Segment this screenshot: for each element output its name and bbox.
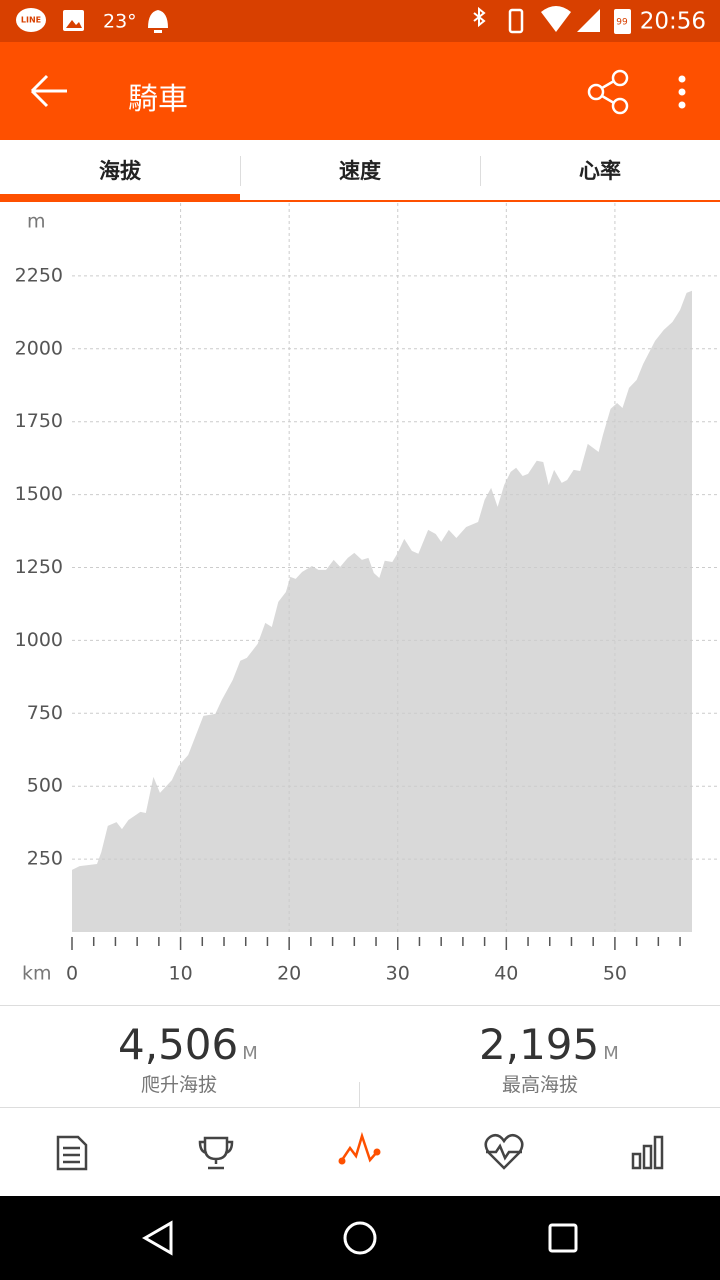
- heart-rate-tab[interactable]: [484, 1133, 524, 1170]
- vibrate-icon: [508, 8, 524, 34]
- stat-label: 最高海拔: [501, 1074, 578, 1096]
- y-tick-label: 750: [27, 702, 63, 724]
- signal-icon: [577, 9, 600, 32]
- y-tick-label: 1250: [15, 556, 63, 578]
- bottom-nav-icons: [56, 1131, 664, 1171]
- x-tick-label: 30: [386, 963, 410, 985]
- achievements-tab[interactable]: [198, 1136, 234, 1170]
- stat-value: 4,506: [118, 1020, 239, 1069]
- stats-panel: 4,506 M 爬升海拔 2,195 M 最高海拔: [0, 1005, 720, 1108]
- x-unit: km: [22, 963, 52, 985]
- stat-divider: [359, 1082, 360, 1108]
- tab-underline: [0, 200, 720, 202]
- tab[interactable]: 海拔: [99, 159, 141, 183]
- wifi-icon: [541, 6, 571, 32]
- line-label: LINE: [21, 16, 41, 25]
- system-nav: [0, 1196, 720, 1280]
- y-tick-label: 2000: [15, 337, 63, 359]
- y-tick-label: 1000: [15, 629, 63, 651]
- tab[interactable]: 速度: [339, 159, 381, 183]
- stats-tab[interactable]: [631, 1135, 664, 1170]
- tab-bar: 海拔 速度 心率: [0, 140, 720, 203]
- battery-level: 99: [616, 18, 628, 28]
- system-nav-icons: [141, 1220, 578, 1256]
- elevation-chart: 250 500 750 1000 1250 1500 1750 2000 2250 0 10 20 30…: [15, 203, 720, 985]
- menu-button[interactable]: [678, 75, 686, 109]
- y-tick-label: 2250: [15, 264, 63, 286]
- temperature: 23°: [103, 11, 137, 33]
- app-bar: 騎車: [0, 42, 720, 140]
- tab-indicator: [0, 194, 240, 200]
- summary-tab[interactable]: [56, 1135, 88, 1171]
- recents-key[interactable]: [548, 1223, 578, 1253]
- app-bar-icons: [30, 69, 686, 115]
- y-tick-label: 1750: [15, 410, 63, 432]
- y-tick-label: 250: [27, 848, 63, 870]
- bell-icon: [148, 10, 168, 33]
- y-unit: m: [27, 211, 46, 233]
- elevation-area: [72, 290, 692, 932]
- y-tick-label: 1500: [15, 483, 63, 505]
- x-tick-label: 20: [277, 963, 301, 985]
- gallery-icon-shape: [66, 20, 82, 28]
- tab-divider: [240, 156, 241, 186]
- stat-value-row: 2,195 M: [479, 1020, 619, 1069]
- clock: 20:56: [640, 9, 706, 35]
- stat-unit: M: [242, 1043, 258, 1064]
- y-tick-label: 500: [27, 775, 63, 797]
- stat-unit: M: [603, 1043, 619, 1064]
- app-title: 騎車: [128, 82, 188, 117]
- tab-divider: [480, 156, 481, 186]
- chart-tab[interactable]: [338, 1131, 381, 1165]
- battery-icon: [614, 9, 631, 34]
- tab[interactable]: 心率: [579, 159, 621, 183]
- x-tick-label: 40: [494, 963, 518, 985]
- back-button[interactable]: [30, 74, 67, 108]
- stat-value-row: 4,506 M: [118, 1020, 258, 1069]
- status-bar: LINE 23° 99 20:56: [0, 0, 720, 42]
- line-icon: [16, 8, 46, 32]
- bottom-nav: [0, 1108, 720, 1196]
- share-button[interactable]: [587, 69, 629, 115]
- stat-value: 2,195: [479, 1020, 600, 1069]
- stat-label: 爬升海拔: [140, 1074, 217, 1096]
- x-tick-label: 0: [66, 963, 78, 985]
- x-tick-label: 50: [603, 963, 627, 985]
- x-tick-label: 10: [168, 963, 192, 985]
- bluetooth-icon: [473, 6, 486, 28]
- home-key[interactable]: [343, 1221, 377, 1255]
- back-key[interactable]: [141, 1220, 173, 1256]
- status-icons: LINE 23° 99 20:56: [16, 6, 706, 35]
